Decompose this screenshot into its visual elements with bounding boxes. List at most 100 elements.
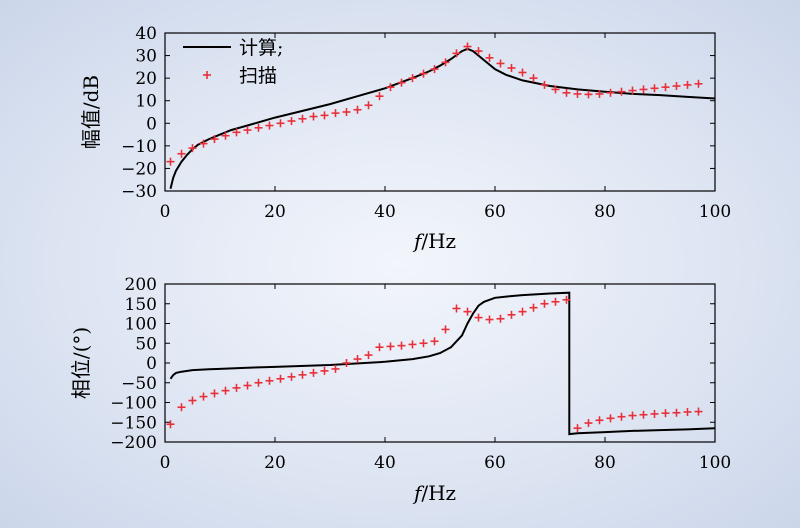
scan-point (507, 63, 516, 72)
scan-point (672, 408, 681, 417)
scan-point (419, 339, 428, 348)
scan-point (287, 372, 296, 381)
scan-point (485, 315, 494, 324)
scan-point (441, 325, 450, 334)
x-tick-label: 100 (699, 202, 731, 222)
scan-point (320, 111, 329, 120)
scan-point (496, 314, 505, 323)
x-tick-label: 80 (594, 202, 616, 222)
legend-label: 计算; (239, 37, 283, 59)
scan-point (353, 105, 362, 114)
scan-point (617, 412, 626, 421)
scan-point (639, 410, 648, 419)
y-axis-label: 幅值/dB (79, 75, 103, 149)
scan-point (518, 307, 527, 316)
scan-point (485, 53, 494, 62)
scan-point (265, 376, 274, 385)
scan-point (551, 297, 560, 306)
scan-point (331, 109, 340, 118)
scan-point (430, 65, 439, 74)
scan-point (661, 83, 670, 92)
scan-point (342, 108, 351, 116)
scan-point (331, 364, 340, 373)
scan-point (419, 69, 428, 78)
scan-point (551, 85, 560, 94)
scan-point (639, 85, 648, 94)
scan-point (364, 351, 373, 360)
x-tick-label: 0 (160, 202, 171, 222)
scan-point (166, 420, 175, 429)
scan-point (672, 82, 681, 91)
y-tick-label: 20 (135, 69, 157, 89)
x-tick-label: 40 (374, 453, 396, 473)
x-tick-label: 100 (699, 453, 731, 473)
scan-point (309, 368, 318, 377)
scan-point (397, 78, 406, 87)
scan-point (232, 128, 241, 137)
y-tick-label: 40 (135, 24, 157, 44)
x-axis-label: f/Hz (412, 481, 456, 505)
scan-point (188, 396, 197, 405)
scan-point (199, 392, 208, 401)
scan-point (188, 144, 197, 153)
calculated-curve (169, 47, 716, 189)
scan-point (529, 74, 538, 83)
scan-point (683, 80, 692, 89)
legend-marker-swatch (203, 71, 211, 79)
scan-point (540, 80, 549, 89)
scan-point (408, 74, 417, 83)
scan-point (606, 414, 615, 423)
scan-point (595, 89, 604, 98)
scan-point (386, 83, 395, 92)
phase-panel: 0 20 40 60 80 100200150100500−50−100−150−200f… (69, 275, 731, 505)
scan-point (584, 90, 593, 99)
y-tick-label: −20 (121, 159, 157, 179)
scan-point (496, 59, 505, 68)
scan-point (529, 303, 538, 312)
scan-point (584, 419, 593, 428)
y-tick-label: −50 (121, 374, 157, 394)
y-tick-label: −100 (110, 394, 157, 414)
scan-point (287, 117, 296, 126)
scan-point (595, 416, 604, 425)
x-tick-label: 60 (484, 453, 506, 473)
x-tick-label: 20 (264, 453, 286, 473)
scan-point (298, 370, 307, 379)
scan-point (606, 88, 615, 97)
scan-point (210, 135, 219, 144)
scan-point (243, 381, 252, 390)
scan-point (408, 340, 417, 349)
x-tick-label: 40 (374, 202, 396, 222)
legend-label: 扫描 (239, 65, 277, 87)
scan-point (177, 149, 186, 158)
x-tick-label: 20 (264, 202, 286, 222)
scan-point (617, 87, 626, 96)
y-tick-label: −10 (121, 137, 157, 157)
scan-point (254, 378, 263, 387)
scan-point (375, 92, 384, 101)
scan-point (342, 359, 351, 367)
scan-point (474, 47, 483, 56)
scan-point (650, 84, 659, 93)
scan-point (562, 88, 571, 97)
scan-point (683, 407, 692, 416)
scan-point (276, 374, 285, 383)
x-axis-label: f/Hz (412, 229, 456, 253)
y-tick-label: −150 (110, 413, 157, 433)
scan-point (166, 157, 175, 166)
scan-point (573, 89, 582, 98)
y-tick-label: 100 (125, 315, 157, 335)
y-tick-label: 30 (135, 47, 157, 67)
scan-point (562, 295, 571, 304)
scan-point (650, 409, 659, 418)
scan-point (364, 101, 373, 110)
scan-point (199, 139, 208, 148)
scan-point (221, 386, 230, 395)
scan-point (628, 411, 637, 420)
scan-point (430, 337, 439, 346)
scan-point (353, 355, 362, 364)
magnitude-panel: 0 20 40 60 80 100403020100−10−20−30f/Hz幅值/dB计… (79, 24, 731, 253)
scan-point (474, 313, 483, 322)
y-tick-label: −200 (110, 433, 157, 453)
scan-point (177, 403, 186, 412)
